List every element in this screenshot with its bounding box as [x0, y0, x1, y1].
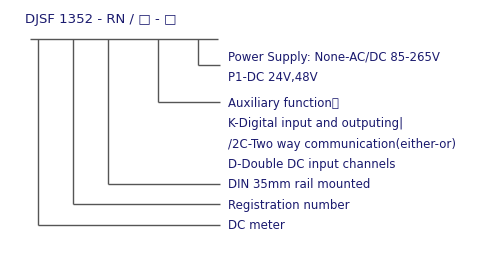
Text: Auxiliary function：: Auxiliary function： — [228, 97, 338, 109]
Text: DC meter: DC meter — [228, 218, 284, 231]
Text: P1-DC 24V,48V: P1-DC 24V,48V — [228, 71, 317, 84]
Text: Registration number: Registration number — [228, 198, 349, 211]
Text: DJSF 1352 - RN / □ - □: DJSF 1352 - RN / □ - □ — [25, 12, 176, 25]
Text: Power Supply: None-AC/DC 85-265V: Power Supply: None-AC/DC 85-265V — [228, 51, 440, 64]
Text: /2C-Two way communication(either-or): /2C-Two way communication(either-or) — [228, 137, 456, 150]
Text: DIN 35mm rail mounted: DIN 35mm rail mounted — [228, 178, 370, 190]
Text: D-Double DC input channels: D-Double DC input channels — [228, 157, 395, 170]
Text: K-Digital input and outputing|: K-Digital input and outputing| — [228, 117, 402, 130]
